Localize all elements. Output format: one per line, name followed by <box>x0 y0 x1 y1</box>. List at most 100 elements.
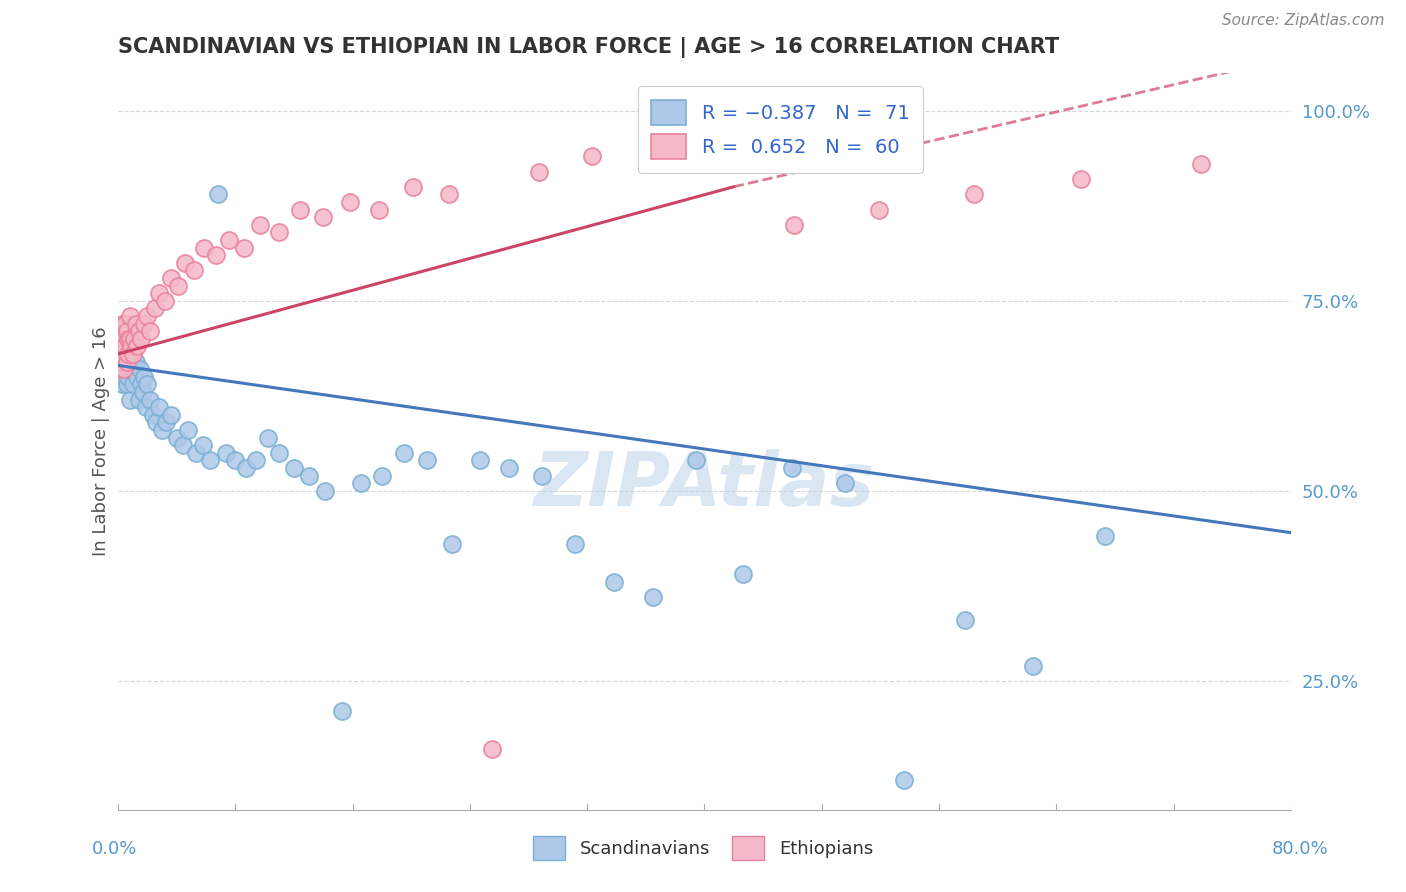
Point <box>207 187 229 202</box>
Text: Source: ZipAtlas.com: Source: ZipAtlas.com <box>1222 13 1385 29</box>
Point <box>111 317 134 331</box>
Point <box>122 332 145 346</box>
Point <box>193 241 215 255</box>
Point <box>132 384 155 399</box>
Text: 0.0%: 0.0% <box>91 840 136 858</box>
Point <box>117 332 139 346</box>
Point <box>128 392 150 407</box>
Point <box>350 476 373 491</box>
Point <box>166 431 188 445</box>
Point <box>183 263 205 277</box>
Point <box>136 377 159 392</box>
Point <box>111 377 134 392</box>
Point <box>218 233 240 247</box>
Point <box>184 446 207 460</box>
Point <box>150 423 173 437</box>
Point <box>115 324 138 338</box>
Point <box>129 362 152 376</box>
Point <box>159 408 181 422</box>
Point <box>112 332 135 346</box>
Point <box>112 354 135 368</box>
Point <box>112 332 135 346</box>
Point <box>122 362 145 376</box>
Point <box>392 446 415 460</box>
Point <box>233 241 256 255</box>
Point <box>963 187 986 202</box>
Point <box>1022 658 1045 673</box>
Point <box>108 359 131 373</box>
Point <box>131 377 153 392</box>
Point <box>441 537 464 551</box>
Text: ZIPAtlas: ZIPAtlas <box>534 450 875 522</box>
Point <box>118 392 141 407</box>
Point <box>134 369 156 384</box>
Point <box>283 461 305 475</box>
Legend: Scandinavians, Ethiopians: Scandinavians, Ethiopians <box>526 830 880 867</box>
Point <box>1094 529 1116 543</box>
Point <box>245 453 267 467</box>
Point <box>145 416 167 430</box>
Point <box>224 453 246 467</box>
Point <box>416 453 439 467</box>
Point <box>288 202 311 217</box>
Point <box>955 613 977 627</box>
Point <box>167 278 190 293</box>
Point <box>108 339 131 353</box>
Point <box>200 453 222 467</box>
Point <box>402 179 425 194</box>
Point <box>121 377 143 392</box>
Point <box>498 461 520 475</box>
Point <box>134 317 156 331</box>
Point <box>131 332 153 346</box>
Point <box>312 210 335 224</box>
Point <box>297 468 319 483</box>
Point <box>527 164 550 178</box>
Point <box>205 248 228 262</box>
Point <box>602 575 624 590</box>
Point <box>128 324 150 338</box>
Point <box>110 332 132 346</box>
Point <box>581 149 603 163</box>
Point <box>256 431 278 445</box>
Point <box>330 704 353 718</box>
Point <box>115 377 138 392</box>
Point <box>368 202 391 217</box>
Point <box>153 293 176 308</box>
Legend: R = −0.387   N =  71, R =  0.652   N =  60: R = −0.387 N = 71, R = 0.652 N = 60 <box>638 87 924 173</box>
Point <box>191 438 214 452</box>
Point <box>124 317 146 331</box>
Point <box>235 461 257 475</box>
Point <box>782 461 804 475</box>
Point <box>731 567 754 582</box>
Point <box>685 453 707 467</box>
Text: 80.0%: 80.0% <box>1272 840 1329 858</box>
Point <box>215 446 238 460</box>
Point <box>177 423 200 437</box>
Point <box>868 202 890 217</box>
Point <box>530 468 553 483</box>
Point <box>1070 172 1092 186</box>
Point <box>115 347 138 361</box>
Point <box>269 446 291 460</box>
Point <box>114 317 136 331</box>
Point <box>121 347 143 361</box>
Point <box>269 226 291 240</box>
Point <box>120 339 142 353</box>
Point <box>439 187 461 202</box>
Point <box>155 416 177 430</box>
Point <box>111 347 134 361</box>
Point <box>893 772 915 787</box>
Point <box>118 332 141 346</box>
Text: SCANDINAVIAN VS ETHIOPIAN IN LABOR FORCE | AGE > 16 CORRELATION CHART: SCANDINAVIAN VS ETHIOPIAN IN LABOR FORCE… <box>118 37 1059 58</box>
Point <box>136 309 159 323</box>
Point <box>834 476 856 491</box>
Point <box>114 317 136 331</box>
Point <box>564 537 586 551</box>
Point <box>640 134 662 148</box>
Point <box>111 347 134 361</box>
Point <box>117 332 139 346</box>
Point <box>1189 157 1212 171</box>
Point <box>108 362 131 376</box>
Point <box>314 483 336 498</box>
Point <box>174 256 197 270</box>
